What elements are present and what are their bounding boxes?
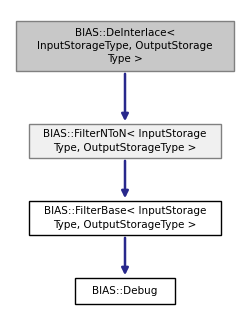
Text: BIAS::DeInterlace<
InputStorageType, OutputStorage
Type >: BIAS::DeInterlace< InputStorageType, Out…	[37, 28, 212, 64]
Bar	[75, 278, 174, 304]
Bar	[29, 201, 220, 235]
Text: BIAS::FilterBase< InputStorage
Type, OutputStorageType >: BIAS::FilterBase< InputStorage Type, Out…	[44, 206, 205, 230]
Bar	[29, 124, 220, 158]
Bar	[16, 21, 233, 71]
Text: BIAS::Debug: BIAS::Debug	[92, 286, 157, 296]
Text: BIAS::FilterNToN< InputStorage
Type, OutputStorageType >: BIAS::FilterNToN< InputStorage Type, Out…	[43, 130, 206, 152]
